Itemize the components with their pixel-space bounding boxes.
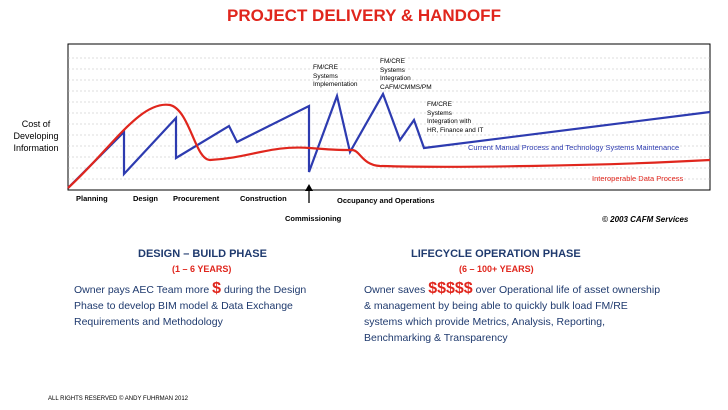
annotation-fm-implementation: FM/CRE Systems Implementation bbox=[313, 64, 358, 88]
commissioning-arrowhead bbox=[305, 184, 313, 191]
red-series-line bbox=[67, 103, 711, 189]
phase-design: Design bbox=[133, 194, 159, 203]
lifecycle-money: $$$$$ bbox=[428, 280, 473, 297]
lifecycle-heading: LIFECYCLE OPERATION PHASE bbox=[411, 248, 581, 260]
lifecycle-years: (6 – 100+ YEARS) bbox=[459, 264, 534, 274]
annotation-fm-integration: FM/CRE Systems Integration CAFM/CMMS/PM bbox=[380, 58, 432, 91]
red-series-label: Interoperable Data Process bbox=[592, 174, 684, 183]
design-build-text: Owner pays AEC Team more $ during the De… bbox=[74, 280, 307, 329]
phase-construction: Construction bbox=[240, 194, 287, 203]
phase-occupancy: Occupancy and Operations bbox=[337, 196, 435, 205]
blue-series-line bbox=[67, 91, 711, 189]
commissioning-label: Commissioning bbox=[285, 214, 342, 223]
page-title: PROJECT DELIVERY & HANDOFF bbox=[227, 6, 501, 25]
footer: ALL RIGHTS RESERVED © ANDY FUHRMAN 2012 bbox=[48, 396, 189, 402]
phase-planning: Planning bbox=[76, 194, 108, 203]
copyright: © 2003 CAFM Services bbox=[602, 215, 689, 224]
design-build-heading: DESIGN – BUILD PHASE bbox=[138, 248, 267, 260]
phase-procurement: Procurement bbox=[173, 194, 220, 203]
y-axis-label: Cost of Developing Information bbox=[13, 119, 59, 153]
annotation-fm-hr: FM/CRE Systems Integration with HR, Fina… bbox=[427, 101, 484, 134]
design-build-money: $ bbox=[212, 280, 222, 297]
design-build-years: (1 – 6 YEARS) bbox=[172, 264, 232, 274]
blue-series-label: Current Manual Process and Technology Sy… bbox=[468, 143, 680, 152]
lifecycle-text: Owner saves $$$$$ over Operational life … bbox=[364, 280, 661, 345]
